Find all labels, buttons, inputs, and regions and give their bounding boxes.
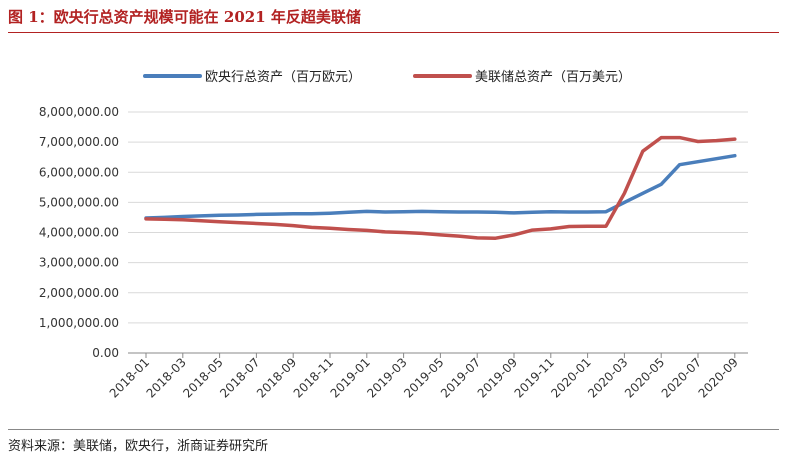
data-point [586,211,589,214]
data-point [715,139,718,142]
data-point [329,212,332,215]
data-point [310,226,313,229]
data-point [513,211,516,214]
data-point [365,229,368,232]
data-point [549,227,552,230]
grid-lines [128,111,748,324]
data-point [218,214,221,217]
data-point [697,160,700,163]
x-axis: 2018-012018-032018-052018-072018-092018-… [107,352,748,401]
data-point [384,211,387,214]
data-point [494,237,497,240]
y-tick-label: 3,000,000.00 [39,256,119,270]
data-point [402,210,405,213]
data-point [163,218,166,221]
data-point [605,225,608,228]
data-point [476,211,479,214]
data-point [255,213,258,216]
data-point [365,210,368,213]
data-point [476,236,479,239]
legend: 欧央行总资产（百万欧元） 美联储总资产（百万美元） [143,70,631,85]
data-point [273,223,276,226]
data-point [733,154,736,157]
data-point [347,211,350,214]
data-point [237,221,240,224]
title-rule [8,32,779,33]
data-point [439,210,442,213]
data-point [697,140,700,143]
data-point [623,201,626,204]
y-tick-label: 8,000,000.00 [39,105,119,119]
series-lines [144,135,737,240]
data-point [181,215,184,218]
legend-label: 欧央行总资产（百万欧元） [205,70,361,85]
data-point [181,218,184,221]
data-point [678,163,681,166]
y-tick-label: 4,000,000.00 [39,226,119,240]
data-point [531,229,534,232]
data-point [255,222,258,225]
data-point [145,217,148,220]
line-chart: 0.00 1,000,000.00 2,000,000.00 3,000,000.00… [39,70,748,401]
source-note: 资料来源：美联储，欧央行，浙商证券研究所 [8,439,269,454]
data-point [421,210,424,213]
data-point [586,225,589,228]
y-axis: 0.00 1,000,000.00 2,000,000.00 3,000,000.00… [39,105,119,360]
data-point [733,138,736,141]
y-tick-label: 6,000,000.00 [39,165,119,179]
data-point [513,233,516,236]
data-point [531,211,534,214]
data-point [660,136,663,139]
data-point [347,228,350,231]
data-point [329,227,332,230]
x-tick-label: 2020-09 [696,355,741,400]
data-point [218,220,221,223]
data-point [457,235,460,238]
data-point [678,136,681,139]
data-point [292,212,295,215]
data-point [310,212,313,215]
y-tick-label: 5,000,000.00 [39,195,119,209]
y-tick-label: 2,000,000.00 [39,286,119,300]
data-point [292,224,295,227]
data-point [237,214,240,217]
data-point [605,210,608,213]
data-point [623,192,626,195]
data-point [641,150,644,153]
y-tick-label: 1,000,000.00 [39,316,119,330]
data-point [660,183,663,186]
data-point [457,211,460,214]
y-tick-label: 7,000,000.00 [39,135,119,149]
data-point [273,213,276,216]
series-line-0 [144,153,737,220]
series-line-1 [144,135,737,240]
legend-label: 美联储总资产（百万美元） [475,70,631,85]
data-point [641,192,644,195]
data-point [384,230,387,233]
data-point [549,210,552,213]
data-point [402,231,405,234]
figure-title: 图 1：欧央行总资产规模可能在 2021 年反超美联储 [8,8,361,26]
data-point [715,157,718,160]
data-point [200,214,203,217]
data-point [568,211,571,214]
source-rule [8,429,779,430]
data-point [568,225,571,228]
y-tick-label: 0.00 [92,346,119,360]
data-point [439,233,442,236]
data-point [200,219,203,222]
data-point [494,211,497,214]
data-point [421,232,424,235]
